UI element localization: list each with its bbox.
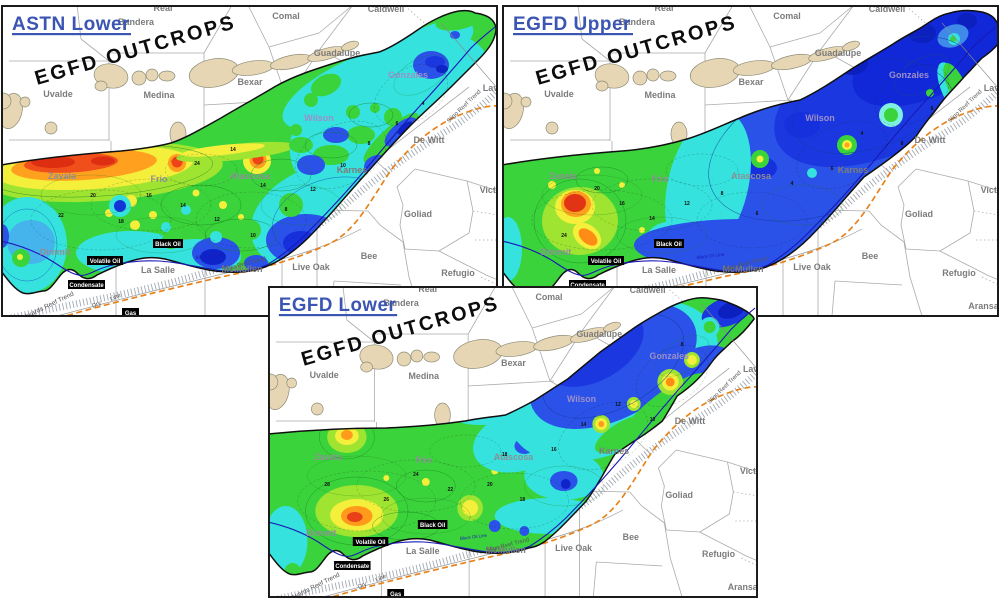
svg-text:16: 16 [551, 447, 557, 453]
svg-text:8: 8 [901, 141, 904, 147]
svg-text:14: 14 [649, 216, 655, 222]
svg-text:14: 14 [180, 203, 186, 209]
svg-text:6: 6 [831, 166, 834, 172]
svg-text:EGFD Upper: EGFD Upper [513, 14, 631, 35]
svg-text:18: 18 [520, 497, 526, 503]
svg-text:12: 12 [684, 201, 690, 207]
svg-text:24: 24 [413, 472, 419, 478]
svg-text:10: 10 [650, 417, 656, 423]
svg-text:22: 22 [448, 487, 454, 493]
svg-text:18: 18 [118, 219, 124, 225]
svg-text:16: 16 [146, 193, 152, 199]
svg-text:12: 12 [214, 217, 220, 223]
svg-text:4: 4 [422, 101, 425, 107]
svg-text:16: 16 [619, 201, 625, 207]
svg-text:6: 6 [931, 106, 934, 112]
svg-text:22: 22 [58, 213, 64, 219]
svg-text:12: 12 [615, 402, 621, 408]
svg-text:8: 8 [721, 191, 724, 197]
svg-text:20: 20 [594, 186, 600, 192]
svg-text:14: 14 [581, 422, 587, 428]
svg-text:4: 4 [861, 131, 864, 137]
svg-text:24: 24 [561, 233, 567, 239]
svg-text:20: 20 [487, 482, 493, 488]
svg-text:6: 6 [396, 121, 399, 127]
svg-text:18: 18 [502, 452, 508, 458]
svg-text:8: 8 [368, 141, 371, 147]
svg-text:14: 14 [230, 147, 236, 153]
svg-text:8: 8 [681, 342, 684, 348]
svg-text:6: 6 [756, 211, 759, 217]
svg-text:12: 12 [310, 187, 316, 193]
svg-text:28: 28 [324, 482, 330, 488]
svg-text:10: 10 [340, 163, 346, 169]
svg-text:ASTN Lower: ASTN Lower [12, 14, 130, 35]
svg-text:EGFD Lower: EGFD Lower [279, 294, 396, 315]
svg-text:26: 26 [384, 497, 390, 503]
svg-text:20: 20 [90, 193, 96, 199]
svg-text:24: 24 [194, 161, 200, 167]
svg-text:10: 10 [250, 233, 256, 239]
svg-text:8: 8 [285, 207, 288, 213]
svg-text:4: 4 [791, 181, 794, 187]
svg-text:14: 14 [260, 183, 266, 189]
